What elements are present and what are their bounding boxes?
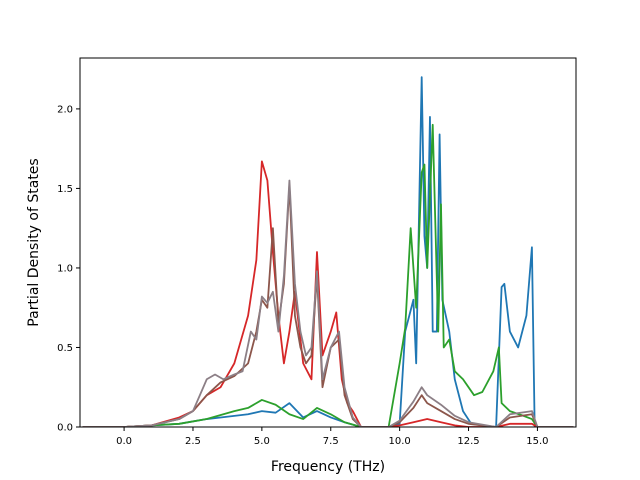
- x-tick-label: 10.0: [389, 436, 411, 447]
- y-tick-label: 0.5: [57, 343, 73, 354]
- series-line-4: [82, 184, 574, 427]
- x-tick-label: 2.5: [185, 436, 201, 447]
- x-tick-label: 5.0: [254, 436, 270, 447]
- x-axis-label: Frequency (THz): [271, 459, 385, 475]
- y-axis-label: Partial Density of States: [26, 158, 42, 326]
- y-axis-ticks: 0.0 0.5 1.0 1.5 2.0: [57, 104, 80, 434]
- x-tick-label: 12.5: [457, 436, 479, 447]
- x-tick-label: 15.0: [526, 436, 548, 447]
- y-tick-label: 1.5: [57, 184, 73, 195]
- series-line-5: [82, 179, 574, 427]
- y-tick-label: 0.0: [57, 423, 73, 434]
- x-tick-label: 0.0: [116, 436, 132, 447]
- series-layer: [82, 76, 574, 427]
- series-line-3: [82, 160, 574, 427]
- plot-frame: [79, 57, 577, 428]
- x-axis-ticks: 0.0 2.5 5.0 7.5 10.0 12.5 15.0: [116, 427, 549, 447]
- series-line-2: [82, 123, 574, 427]
- y-tick-label: 1.0: [57, 263, 73, 274]
- y-tick-label: 2.0: [57, 104, 73, 115]
- x-tick-label: 7.5: [323, 436, 339, 447]
